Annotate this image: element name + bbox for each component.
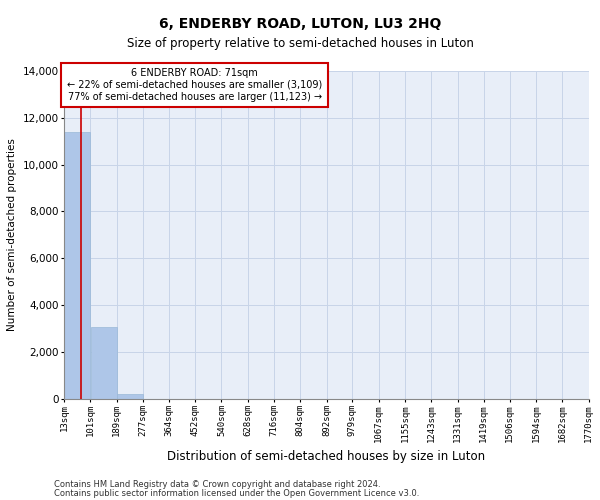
Bar xyxy=(64,132,91,398)
Bar xyxy=(91,327,116,398)
Text: Contains HM Land Registry data © Crown copyright and database right 2024.: Contains HM Land Registry data © Crown c… xyxy=(54,480,380,489)
Y-axis label: Number of semi-detached properties: Number of semi-detached properties xyxy=(7,138,17,331)
Text: Contains public sector information licensed under the Open Government Licence v3: Contains public sector information licen… xyxy=(54,488,419,498)
Text: 6 ENDERBY ROAD: 71sqm
← 22% of semi-detached houses are smaller (3,109)
77% of s: 6 ENDERBY ROAD: 71sqm ← 22% of semi-deta… xyxy=(67,68,322,102)
Text: Size of property relative to semi-detached houses in Luton: Size of property relative to semi-detach… xyxy=(127,38,473,51)
Text: 6, ENDERBY ROAD, LUTON, LU3 2HQ: 6, ENDERBY ROAD, LUTON, LU3 2HQ xyxy=(159,18,441,32)
Bar xyxy=(117,394,143,398)
X-axis label: Distribution of semi-detached houses by size in Luton: Distribution of semi-detached houses by … xyxy=(167,450,485,463)
